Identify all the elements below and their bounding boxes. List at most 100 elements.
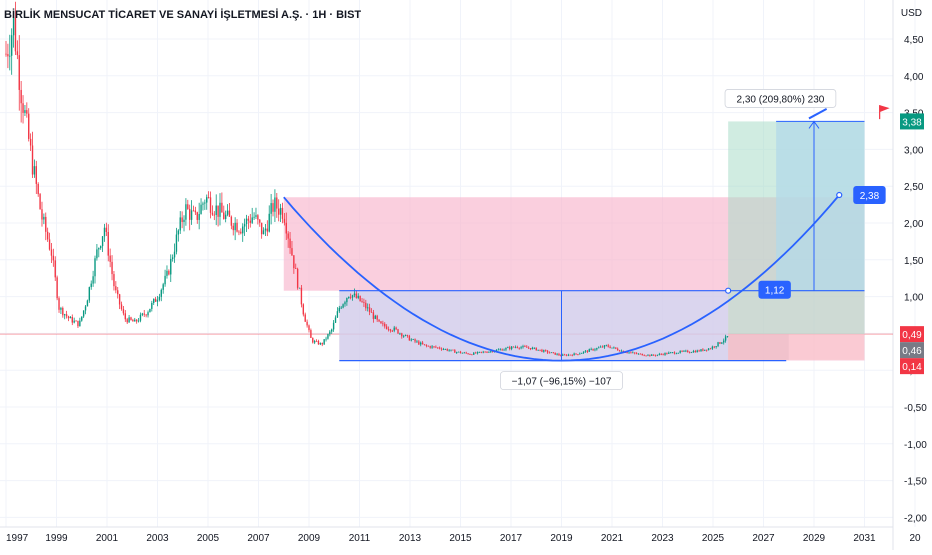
y-tick-label: 4,00 [904,72,924,83]
price-badge [900,358,924,375]
candle-body [590,348,592,350]
x-tick-label: 2007 [247,533,270,544]
candle-body [88,287,91,301]
candle-body [249,220,251,223]
candle-body [198,213,200,220]
candle-body [260,222,263,235]
candle-body [491,351,494,352]
candle-body [586,350,589,352]
candle-body [478,351,481,353]
curve-label-bg [853,186,886,205]
candle-body [632,352,634,354]
bottom-measure-label: −1,07 (−96,15%) −107 [512,377,612,388]
candle-body [253,216,255,218]
candle-body [374,315,376,319]
candle-body [162,284,164,290]
candle-body [527,347,530,349]
drawing-zones [283,121,865,361]
candle-body [618,350,621,352]
candle-body [308,325,310,331]
candle-body [683,350,685,352]
candle-body [457,351,460,353]
candle-body [473,352,475,355]
candle-body [323,339,325,345]
candle-body [319,343,322,345]
candle-body [134,319,136,322]
candle-body [359,295,361,302]
currency-label[interactable]: USD [900,8,922,19]
candle-body [334,317,337,323]
candle-body [317,341,320,345]
y-tick-label: -1,00 [904,440,927,451]
candle-body [62,307,64,316]
candle-body [605,345,608,347]
target-zone [776,121,865,291]
price-badge-label: 0,46 [902,346,922,357]
candle-body [302,304,305,315]
candle-body [526,346,528,348]
candle-body [707,348,710,351]
y-tick-label: 3,00 [904,145,924,156]
candle-body [499,349,501,351]
candle-body [20,89,22,104]
candle-body [613,347,615,349]
candle-body [16,51,19,56]
price-axis[interactable]: 4,504,003,503,002,502,001,501,000,500,00… [904,35,927,524]
y-tick-label: 1,50 [904,256,924,267]
price-badge-label: 3,38 [902,117,922,128]
candle-body [433,346,435,348]
candle-body [645,355,647,357]
candle-body [463,352,465,354]
candle-body [588,349,590,352]
candle-body [471,354,473,356]
candle-body [402,335,405,337]
candle-body [321,343,323,345]
candle-body [516,346,519,348]
candle-body [48,239,51,250]
candle-body [361,301,363,302]
candle-body [128,317,130,323]
price-badges: 3,38 0,49 0,46 0,14 [900,113,924,375]
candle-body [537,349,539,351]
candle-body [554,352,556,355]
candle-body [130,317,132,320]
candle-body [177,230,180,235]
candle-body [454,350,456,353]
candle-body [33,166,36,175]
candle-body [656,354,659,356]
level-label-bg [758,280,791,299]
candle-body [558,353,560,356]
candle-body [556,353,558,355]
symbol-title[interactable]: BİRLİK MENSUCAT TİCARET VE SANAYİ İŞLETM… [4,9,362,21]
time-axis[interactable]: 1997 1999 2001 2003 2005 2007 2009 2011 2013 2015… [6,533,921,544]
y-tick-label: 4,50 [904,35,924,46]
candle-body [257,215,259,220]
candle-body [495,349,498,352]
candle-body [425,344,428,346]
candle-body [635,353,638,355]
candle-body [560,355,562,356]
candle-body [423,344,426,346]
candle-body [274,197,276,212]
candle-body [170,258,172,275]
candle-body [535,347,537,351]
candle-body [135,319,138,322]
drawing-tools[interactable]: 2,38 1,12 −1,07 (−96,15%) −107 2,30 (209,80… [283,89,890,391]
candle-body [456,352,458,353]
candle-body [43,216,45,220]
candle-body [209,197,212,213]
candle-body [474,352,477,354]
candle-body [153,298,155,303]
candle-body [234,222,236,231]
candle-body [529,347,532,350]
candle-body [412,339,414,340]
candle-body [440,348,443,350]
price-badge [900,326,924,343]
candle-body [31,145,34,175]
candle-body [124,313,127,320]
candle-body [338,307,340,312]
candle-body [357,295,359,298]
candle-body [651,354,653,356]
